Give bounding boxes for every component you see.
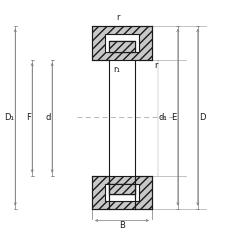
Text: r: r <box>116 13 119 22</box>
Text: D: D <box>198 113 204 122</box>
Text: E: E <box>171 113 176 122</box>
Text: r₁: r₁ <box>112 65 119 74</box>
Polygon shape <box>109 41 134 52</box>
Polygon shape <box>92 176 151 209</box>
Polygon shape <box>105 184 138 201</box>
Polygon shape <box>109 184 134 194</box>
Text: r: r <box>153 61 157 70</box>
Text: d₁: d₁ <box>158 113 167 122</box>
Text: F: F <box>26 113 31 122</box>
Polygon shape <box>109 41 134 52</box>
Polygon shape <box>105 34 138 52</box>
Text: B: B <box>119 222 124 230</box>
Text: d: d <box>46 113 51 122</box>
Text: D₁: D₁ <box>4 113 14 122</box>
Polygon shape <box>109 184 134 194</box>
Polygon shape <box>109 184 134 194</box>
Polygon shape <box>92 26 151 60</box>
Polygon shape <box>109 41 134 52</box>
